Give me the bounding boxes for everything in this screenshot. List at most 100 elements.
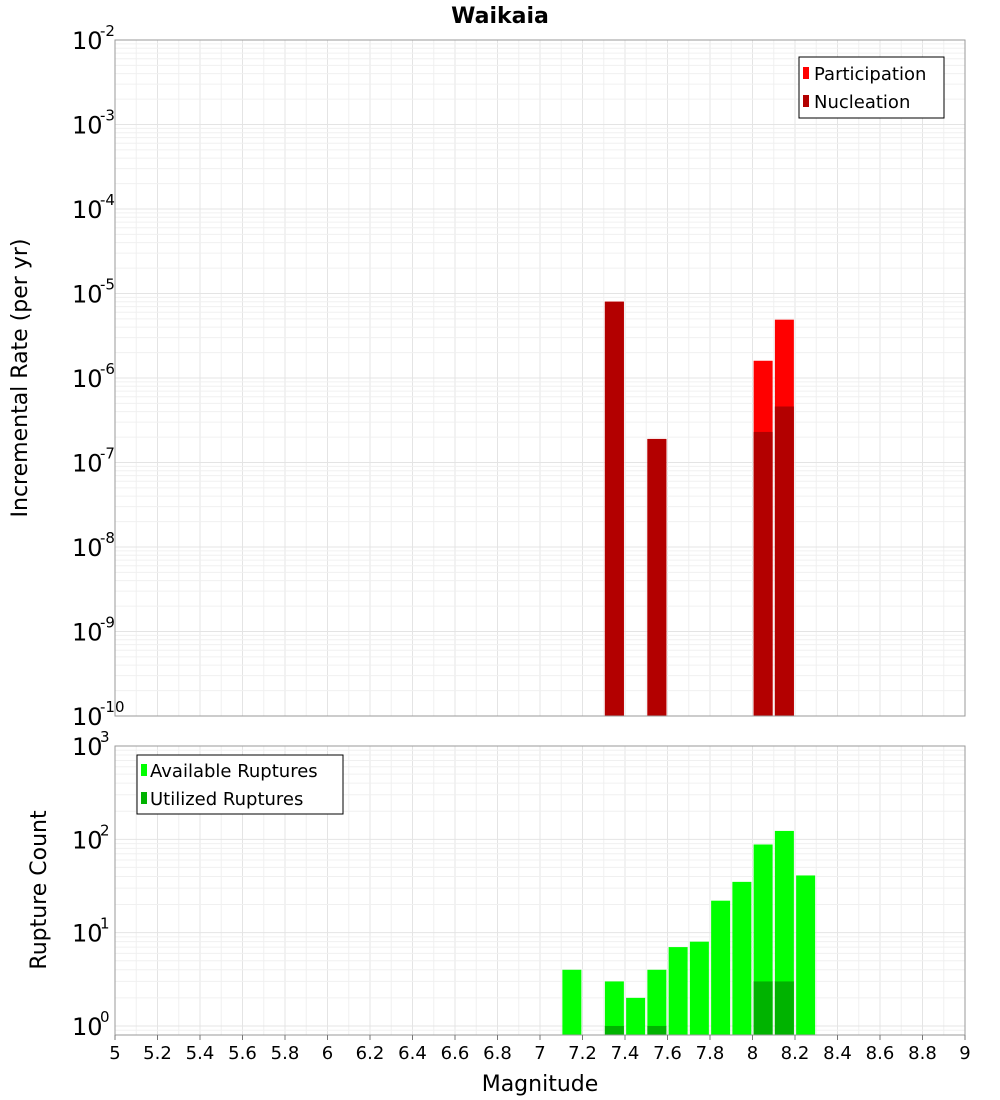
- top-grid: [114, 40, 966, 717]
- legend-swatch-participation: [803, 67, 809, 79]
- y-tick-label: 10-9: [72, 614, 115, 647]
- y-tick-base: 10: [72, 534, 103, 562]
- y-tick-base: 10: [72, 281, 103, 309]
- y-tick-base: 10: [72, 27, 103, 55]
- y-tick-label: 10-5: [72, 276, 115, 309]
- x-tick-label: 8.2: [781, 1043, 810, 1064]
- x-tick-label: 6.6: [441, 1043, 470, 1064]
- x-tick-label: 8.4: [823, 1043, 852, 1064]
- y-tick-exponent: 0: [100, 1008, 110, 1026]
- bar-available-ruptures: [562, 969, 582, 1035]
- top-legend-box: [798, 56, 945, 119]
- y-tick-exponent: 2: [100, 821, 110, 839]
- bottom-legend-box: [136, 754, 344, 815]
- bar-utilized-ruptures: [604, 1025, 624, 1035]
- bar-available-ruptures: [626, 997, 646, 1035]
- y-tick-label: 10-2: [72, 22, 115, 55]
- legend-label-utilized: Utilized Ruptures: [150, 789, 303, 810]
- y-tick-exponent: -4: [100, 191, 115, 209]
- bar-utilized-ruptures: [774, 981, 794, 1035]
- bar-available-ruptures: [711, 900, 731, 1035]
- x-tick-label: 7: [534, 1043, 545, 1064]
- y-tick-exponent: -10: [100, 698, 125, 716]
- y-tick-label: 10-3: [72, 107, 115, 140]
- x-tick-label: 7.6: [653, 1043, 682, 1064]
- bar-available-ruptures: [689, 941, 709, 1035]
- y-tick-exponent: -5: [100, 276, 115, 294]
- bar-available-ruptures: [604, 981, 624, 1035]
- top-bars: [604, 301, 794, 716]
- legend-label-nucleation: Nucleation: [814, 92, 910, 113]
- bottom-legend: Available Ruptures Utilized Ruptures: [136, 754, 344, 815]
- x-tick-label: 7.2: [568, 1043, 597, 1064]
- y-tick-exponent: -7: [100, 445, 115, 463]
- x-tick-label: 6.4: [398, 1043, 427, 1064]
- x-tick-label: 5.8: [271, 1043, 300, 1064]
- y-tick-base: 10: [72, 826, 103, 854]
- bar-nucleation: [604, 301, 624, 716]
- bottom-x-ticks: 5 5.2 5.4 5.6 5.8 6 6.2 6.4 6.6 6.8 7 7.2 7.4 7.6 7.8 8…: [109, 1035, 971, 1064]
- x-tick-label: 9: [959, 1043, 970, 1064]
- bar-utilized-ruptures: [753, 981, 773, 1035]
- y-tick-label: 101: [72, 915, 110, 948]
- bar-nucleation: [774, 406, 794, 716]
- legend-swatch-utilized: [141, 792, 147, 804]
- legend-label-available: Available Ruptures: [150, 761, 318, 782]
- y-tick-base: 10: [72, 450, 103, 478]
- x-tick-label: 8: [747, 1043, 758, 1064]
- y-tick-exponent: -6: [100, 360, 115, 378]
- bar-nucleation: [753, 431, 773, 716]
- y-tick-label: 10-10: [72, 698, 125, 731]
- x-tick-label: 8.6: [866, 1043, 895, 1064]
- y-tick-label: 102: [72, 821, 110, 854]
- x-tick-label: 5.2: [143, 1043, 172, 1064]
- chart-title: Waikaia: [451, 4, 549, 29]
- y-tick-base: 10: [72, 920, 103, 948]
- x-tick-label: 6: [322, 1043, 333, 1064]
- x-tick-label: 5: [109, 1043, 120, 1064]
- y-tick-label: 10-6: [72, 360, 115, 393]
- y-tick-label: 100: [72, 1008, 110, 1041]
- legend-swatch-available: [141, 764, 147, 776]
- bar-available-ruptures: [732, 881, 752, 1035]
- legend-swatch-nucleation: [803, 95, 809, 107]
- bar-nucleation: [647, 438, 667, 716]
- y-tick-label: 103: [72, 728, 110, 761]
- x-tick-label: 8.8: [908, 1043, 937, 1064]
- y-tick-exponent: -9: [100, 614, 115, 632]
- x-tick-label: 6.8: [483, 1043, 512, 1064]
- y-tick-exponent: 1: [100, 915, 110, 933]
- y-tick-base: 10: [72, 1013, 103, 1041]
- y-tick-label: 10-4: [72, 191, 115, 224]
- y-tick-base: 10: [72, 365, 103, 393]
- top-legend: Participation Nucleation: [798, 56, 945, 119]
- y-tick-base: 10: [72, 112, 103, 140]
- x-tick-label: 5.4: [186, 1043, 215, 1064]
- bar-utilized-ruptures: [647, 1025, 667, 1035]
- bar-available-ruptures: [796, 875, 816, 1035]
- x-tick-label: 7.8: [696, 1043, 725, 1064]
- y-tick-exponent: 3: [100, 728, 110, 746]
- x-axis-label: Magnitude: [482, 1072, 599, 1097]
- bottom-bars: [562, 830, 816, 1035]
- y-tick-base: 10: [72, 703, 103, 731]
- y-tick-base: 10: [72, 733, 103, 761]
- y-tick-exponent: -3: [100, 107, 115, 125]
- x-tick-label: 7.4: [611, 1043, 640, 1064]
- y-tick-label: 10-8: [72, 529, 115, 562]
- top-plot-frame: [114, 39, 966, 717]
- bar-available-ruptures: [647, 969, 667, 1035]
- top-y-axis-label: Incremental Rate (per yr): [8, 239, 33, 518]
- y-tick-label: 10-7: [72, 445, 115, 478]
- y-tick-base: 10: [72, 196, 103, 224]
- y-tick-exponent: -8: [100, 529, 115, 547]
- y-tick-base: 10: [72, 619, 103, 647]
- x-tick-label: 5.6: [228, 1043, 257, 1064]
- y-tick-exponent: -2: [100, 22, 115, 40]
- legend-label-participation: Participation: [814, 64, 926, 85]
